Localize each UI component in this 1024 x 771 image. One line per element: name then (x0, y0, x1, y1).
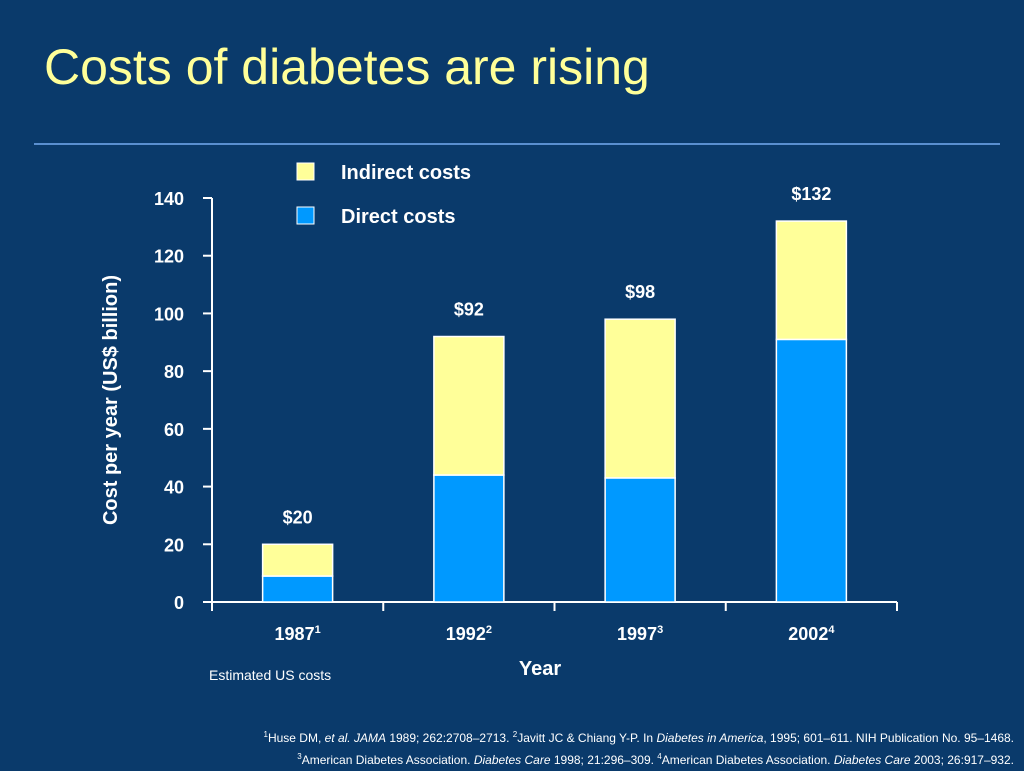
footnote-mark: 1 (263, 730, 268, 739)
y-tick-label: 100 (154, 304, 184, 324)
legend-swatch (296, 206, 315, 225)
footnote-text: American Diabetes Association. (661, 753, 834, 767)
bar-segment-direct-costs (775, 338, 848, 603)
footnote-mark: 3 (297, 752, 302, 761)
chart-note: Estimated US costs (209, 667, 332, 683)
footnote-mark: 2 (512, 730, 518, 739)
title-divider (34, 143, 1000, 145)
bar-total-label: $132 (791, 184, 831, 204)
footnote-text: Huse DM, (267, 731, 325, 745)
bar-total-label: $98 (625, 282, 655, 302)
footnote-text: 2003; 26:917–932. (910, 753, 1014, 767)
x-tick-label: 20024 (788, 624, 835, 644)
y-axis-title: Cost per year (US$ billion) (100, 275, 122, 525)
y-tick-label: 20 (164, 535, 184, 555)
footnote-text: , 1995; 601–611. NIH Publication No. 95–… (763, 731, 1014, 745)
y-tick-label: 140 (154, 189, 184, 209)
footnote-mark: 4 (657, 752, 662, 761)
x-tick-label: 19871 (275, 624, 321, 644)
footnote-journal: Diabetes Care (833, 753, 911, 767)
bar-total-label: $92 (454, 300, 484, 320)
bar-segment-direct-costs (604, 477, 676, 603)
y-tick-label: 120 (154, 247, 184, 267)
bar-total-label: $20 (283, 507, 313, 527)
bar-segment-indirect-costs (433, 335, 505, 476)
footnote-text: Javitt JC & Chiang Y-P. In (517, 731, 657, 745)
footnote-line-2: 3American Diabetes Association. Diabetes… (14, 749, 1014, 771)
footnote-journal: Diabetes Care (473, 753, 551, 767)
footnote-text: 1989; 262:2708–2713. (385, 731, 513, 745)
bar-segment-indirect-costs (775, 220, 848, 341)
x-tick-label: 19922 (446, 624, 492, 644)
footnote-text: 1998; 21:296–309. (550, 753, 658, 767)
legend-label: Direct costs (341, 206, 456, 228)
footnote-line-1: 1Huse DM, et al. JAMA 1989; 262:2708–271… (14, 727, 1014, 749)
bar-segment-indirect-costs (604, 318, 676, 479)
footnotes: 1Huse DM, et al. JAMA 1989; 262:2708–271… (14, 727, 1014, 771)
y-tick-label: 40 (164, 478, 184, 498)
footnote-journal: et al. JAMA (324, 731, 386, 745)
footnote-journal: Diabetes in America (656, 731, 764, 745)
footnote-text: American Diabetes Association. (301, 753, 474, 767)
y-tick-label: 0 (174, 593, 184, 613)
legend-swatch (296, 162, 315, 181)
legend-label: Indirect costs (341, 162, 471, 184)
y-tick-label: 60 (164, 420, 184, 440)
x-axis-title: Year (519, 658, 561, 680)
bar-segment-direct-costs (261, 575, 334, 603)
bar-segment-direct-costs (433, 474, 505, 603)
slide-title: Costs of diabetes are rising (44, 39, 650, 95)
x-tick-label: 19973 (617, 624, 663, 644)
y-tick-label: 80 (164, 362, 184, 382)
bar-segment-indirect-costs (261, 543, 334, 577)
